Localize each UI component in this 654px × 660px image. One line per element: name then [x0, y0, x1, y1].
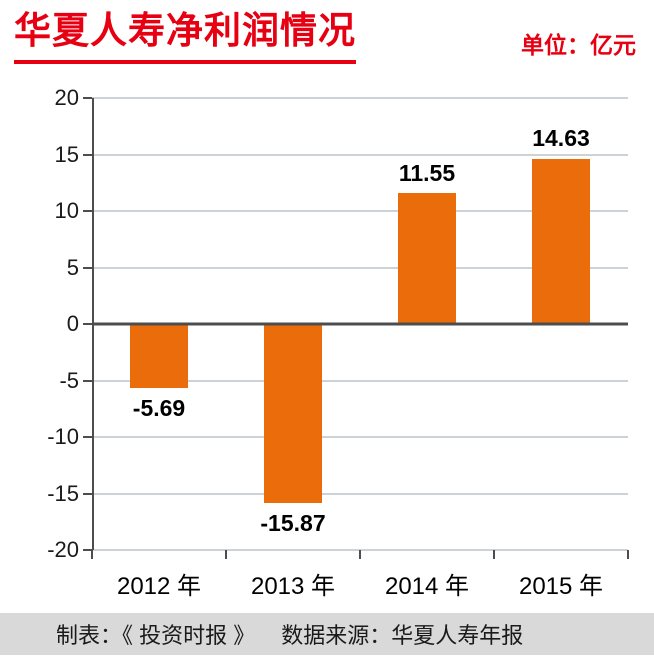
xtick-mark — [91, 550, 93, 559]
x-axis: 2012 年 2013 年 2014 年 2015 年 — [92, 562, 628, 600]
gridline — [92, 379, 628, 382]
footer: 制表：《 投资时报 》 数据来源：华夏人寿年报 — [0, 613, 654, 655]
value-label: -15.87 — [260, 510, 326, 537]
value-label: -5.69 — [132, 395, 186, 422]
bar-2013 — [264, 324, 322, 504]
gridline — [92, 492, 628, 495]
zero-line — [92, 322, 628, 326]
xtick-mark — [493, 550, 495, 559]
ytick-label: 0 — [66, 311, 79, 336]
xtick-mark — [225, 550, 227, 559]
unit-label: 单位：亿元 — [521, 32, 636, 58]
ytick-mark — [83, 323, 92, 325]
bar-chart: -20 -15 -10 -5 0 5 10 15 20 -5.69 -15.87 11.55 14.63 — [47, 85, 629, 562]
gridline — [92, 210, 628, 212]
ytick-mark — [83, 549, 92, 551]
xtick-mark — [359, 550, 361, 559]
gridline — [92, 266, 628, 269]
xtick-label: 2015 年 — [518, 573, 604, 600]
ytick-label: -10 — [47, 424, 79, 449]
xtick-mark — [627, 550, 629, 559]
plot-area: -20 -15 -10 -5 0 5 10 15 20 -5.69 -15.87 11.55 14.63 — [47, 85, 629, 562]
ytick-label: -5 — [59, 367, 79, 393]
ytick-mark — [83, 153, 92, 156]
gridline — [92, 436, 628, 438]
ytick-mark — [83, 492, 92, 495]
value-label: 14.63 — [532, 124, 590, 151]
page-title: 华夏人寿净利润情况 — [14, 11, 356, 64]
value-label: 11.55 — [398, 159, 456, 186]
xtick-label: 2012 年 — [116, 573, 202, 600]
bar-2015 — [532, 158, 590, 324]
bar-2012 — [130, 324, 188, 389]
header: 华夏人寿净利润情况 单位：亿元 — [0, 0, 654, 66]
gridline — [92, 97, 628, 99]
footer-source-left: 制表：《 投资时报 》 — [56, 623, 256, 648]
ytick-mark — [83, 210, 92, 212]
gridline — [92, 153, 628, 156]
ytick-mark — [83, 379, 92, 382]
ytick-label: 5 — [66, 254, 79, 280]
ytick-label: -20 — [47, 537, 79, 562]
bar-2014 — [398, 193, 456, 324]
ytick-label: 15 — [54, 141, 79, 167]
ytick-mark — [83, 266, 92, 269]
ytick-mark — [83, 436, 92, 438]
footer-source-right: 数据来源：华夏人寿年报 — [281, 623, 524, 648]
xtick-label: 2013 年 — [250, 573, 336, 600]
ytick-mark — [83, 97, 92, 99]
ytick-label: 20 — [54, 85, 79, 110]
xtick-label: 2014 年 — [384, 573, 470, 600]
ytick-label: 10 — [54, 198, 79, 223]
ytick-label: -15 — [47, 480, 79, 506]
y-axis-line — [92, 98, 94, 550]
